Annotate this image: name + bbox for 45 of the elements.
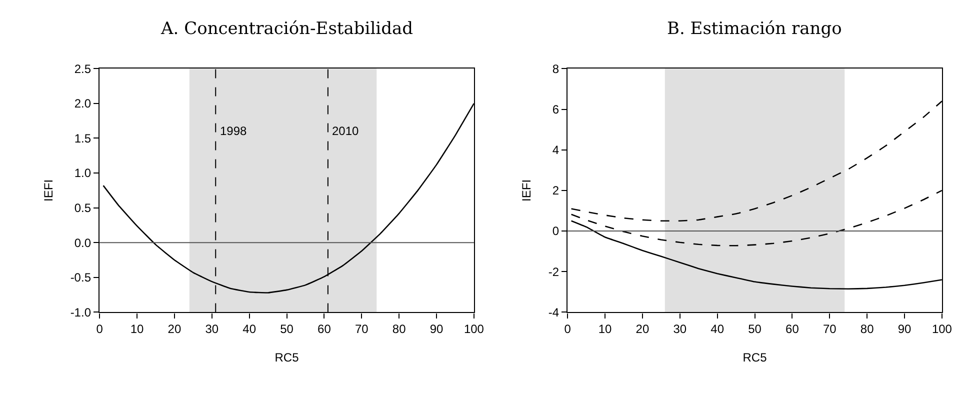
- x-tick-label: 90: [430, 322, 444, 336]
- x-tick-label: 30: [673, 322, 687, 336]
- x-tick-label: 20: [636, 322, 650, 336]
- y-tick-label: 2.0: [74, 96, 92, 111]
- y-tick-label: 0.0: [74, 236, 92, 250]
- x-tick-label: 10: [598, 322, 612, 336]
- x-tick-label: 100: [932, 322, 952, 336]
- x-tick-label: 60: [786, 322, 800, 336]
- x-tick-label: 70: [354, 322, 369, 336]
- x-tick-label: 80: [860, 322, 874, 336]
- y-axis-title: IEFI: [520, 179, 534, 202]
- y-tick-label: 6: [552, 102, 560, 116]
- chart-title: A. Concentración-Estabilidad: [160, 19, 414, 39]
- y-tick-label: 1.5: [74, 131, 92, 146]
- x-tick-label: 70: [822, 322, 837, 336]
- y-tick-label: 0: [552, 224, 560, 238]
- x-tick-label: 100: [464, 322, 484, 336]
- x-tick-label: 0: [96, 322, 104, 336]
- x-tick-label: 60: [318, 322, 332, 336]
- x-tick-label: 50: [748, 322, 762, 336]
- x-tick-label: 80: [392, 322, 406, 336]
- x-tick-label: 30: [205, 322, 219, 336]
- y-tick-label: -2: [548, 264, 560, 279]
- annotation: 1998: [220, 124, 248, 138]
- x-axis-title: RC5: [742, 350, 768, 365]
- x-tick-label: 10: [130, 322, 144, 336]
- y-tick-label: 8: [552, 62, 560, 76]
- x-tick-label: 20: [168, 322, 182, 336]
- x-axis-title: RC5: [274, 350, 300, 365]
- y-tick-label: 2.5: [74, 62, 92, 76]
- y-tick-label: 1.0: [74, 166, 92, 180]
- y-tick-label: 2: [552, 184, 560, 198]
- x-tick-label: 40: [242, 322, 256, 336]
- y-tick-label: -0.5: [70, 270, 92, 285]
- y-tick-label: 0.5: [74, 201, 92, 216]
- y-tick-label: -4: [548, 305, 560, 320]
- y-tick-label: -1.0: [70, 305, 92, 320]
- y-axis-title: IEFI: [42, 179, 56, 202]
- chart-title: B. Estimación rango: [667, 19, 842, 39]
- x-tick-label: 0: [564, 322, 572, 336]
- x-tick-label: 90: [898, 322, 912, 336]
- x-tick-label: 50: [280, 322, 294, 336]
- y-tick-label: 4: [552, 143, 560, 158]
- annotation: 2010: [332, 124, 360, 138]
- x-tick-label: 40: [710, 322, 724, 336]
